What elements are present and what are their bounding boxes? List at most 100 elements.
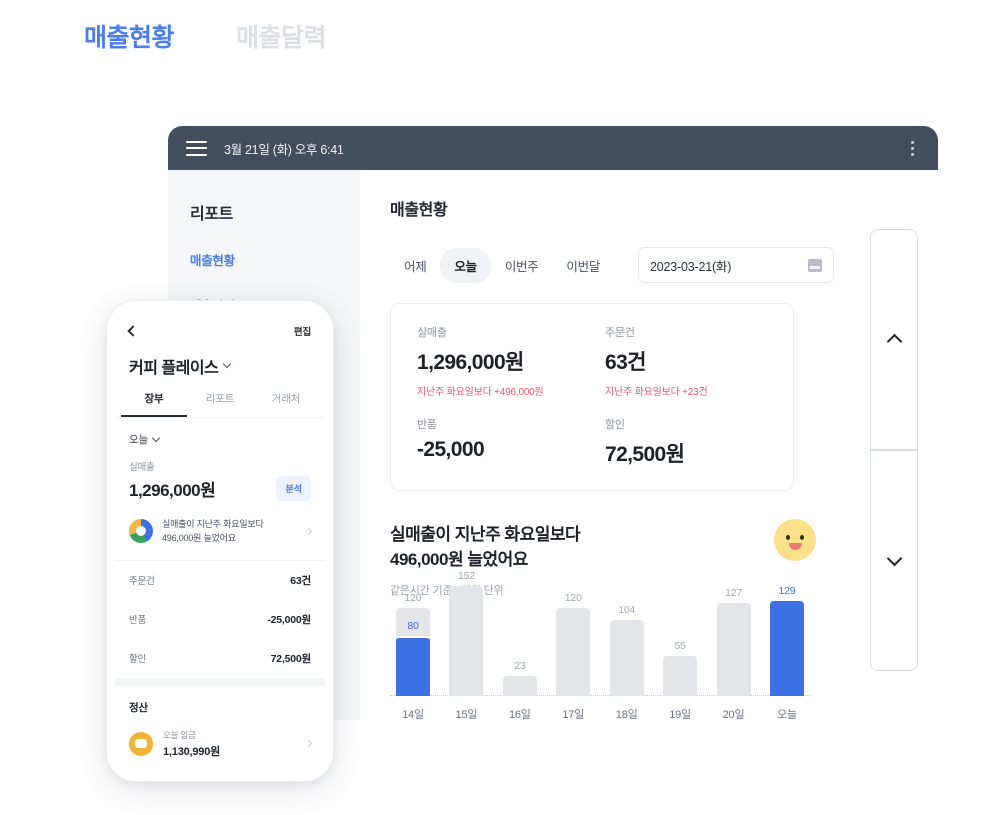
sidebar-item-sales-status[interactable]: 매출현황 <box>190 254 235 268</box>
smiling-face-icon <box>774 519 816 561</box>
window-header: 3월 21일 (화) 오후 6:41 <box>168 126 938 170</box>
chart-bar-overlay-label: 80 <box>407 620 419 632</box>
chevron-down-icon <box>886 550 902 567</box>
chart-bars: 120 80 152 23 <box>390 570 810 696</box>
filter-chip-today[interactable]: 오늘 <box>440 247 491 283</box>
chart-bar: 127 <box>716 587 751 696</box>
phone-row-label: 할인 <box>129 654 147 666</box>
top-tab-sales-calendar[interactable]: 매출달력 <box>236 24 327 52</box>
stat-label: 할인 <box>605 419 625 431</box>
phone-row-label: 반품 <box>129 615 147 627</box>
top-tab-bar: 매출현황 매출달력 <box>84 18 327 54</box>
chart-x-tick: 17일 <box>562 709 585 720</box>
chevron-up-icon <box>886 333 902 350</box>
phone-settlement-label: 오늘 입금 <box>163 729 196 740</box>
chart-x-tick: 19일 <box>669 709 691 720</box>
phone-insight-row[interactable]: 실매출이 지난주 화요일보다 496,000원 늘었어요 <box>115 501 325 561</box>
edit-button[interactable]: 편집 <box>293 327 311 338</box>
sidebar-title: 리포트 <box>190 206 233 223</box>
chart-x-tick: 15일 <box>455 709 478 720</box>
filter-chip-this-week[interactable]: 이번주 <box>504 259 539 274</box>
chevron-right-icon <box>304 740 313 748</box>
stat-value: 63건 <box>605 351 646 374</box>
analyze-badge-button[interactable]: 분석 <box>276 476 311 501</box>
window-datetime: 3월 21일 (화) 오후 6:41 <box>224 142 344 157</box>
calendar-icon[interactable] <box>808 258 823 272</box>
side-scroll-nav <box>870 229 918 671</box>
stat-value: 72,500원 <box>605 443 685 466</box>
chevron-right-icon <box>304 527 313 535</box>
phone-period-label: 오늘 <box>129 434 148 446</box>
insight-headline-line1: 실매출이 지난주 화요일보다 <box>390 525 581 544</box>
phone-row-value: 63건 <box>290 574 311 587</box>
phone-row-returns: 반품 -25,000원 <box>115 600 325 639</box>
back-chevron-icon[interactable] <box>127 325 139 337</box>
phone-tab-bar: 장부 리포트 거래처 <box>115 391 325 418</box>
phone-insight-line1: 실매출이 지난주 화요일보다 <box>162 519 264 529</box>
chart-bar-group[interactable]: 127 <box>716 578 751 696</box>
date-picker-input[interactable]: 2023-03-21(화) <box>638 247 835 283</box>
kebab-menu-icon[interactable] <box>904 139 920 157</box>
scroll-up-button[interactable] <box>870 229 918 450</box>
filter-chip-this-month[interactable]: 이번달 <box>566 259 601 274</box>
stats-card: 실매출 1,296,000원 지난주 화요일보다 +496,000원 주문건 6… <box>390 303 794 491</box>
chart-bar-label: 120 <box>564 592 582 604</box>
chart-bar-group[interactable]: 104 <box>609 578 644 696</box>
scroll-down-button[interactable] <box>870 450 918 671</box>
phone-period-selector[interactable]: 오늘 <box>115 418 325 447</box>
donut-chart-icon <box>129 519 153 544</box>
chart-bar-label: 104 <box>618 604 636 616</box>
chart-x-tick: 20일 <box>722 709 745 720</box>
stat-net-sales: 실매출 1,296,000원 지난주 화요일보다 +496,000원 <box>417 324 605 398</box>
coin-icon <box>129 731 153 756</box>
chart-bar-label: 120 <box>404 592 422 604</box>
stat-delta: 지난주 화요일보다 +496,000원 <box>417 387 544 398</box>
phone-sales-value: 1,296,000원 <box>129 481 216 500</box>
chart-x-tick: 14일 <box>402 709 424 720</box>
phone-settlement-texts: 오늘 입금 1,130,990원 <box>163 729 220 759</box>
chart-bar-group[interactable]: 129 <box>769 578 804 696</box>
chart-bar-label: 129 <box>778 585 796 597</box>
chevron-down-icon <box>151 433 161 442</box>
stat-label: 실매출 <box>417 327 447 339</box>
chart-bar-group[interactable]: 120 <box>556 578 591 696</box>
chart-bar-group[interactable]: 120 80 <box>396 578 430 696</box>
chevron-down-icon <box>223 359 232 369</box>
store-selector[interactable]: 커피 플레이스 <box>115 338 325 378</box>
chart-bar-group[interactable]: 152 <box>449 570 484 696</box>
page-title: 매출현황 <box>390 202 448 219</box>
chart-bar-label: 55 <box>674 640 686 652</box>
store-name: 커피 플레이스 <box>129 360 219 377</box>
chart-bar: 152 <box>449 570 484 696</box>
phone-topbar: 편집 <box>115 310 325 338</box>
phone-tab-report[interactable]: 리포트 <box>205 393 235 405</box>
chart-bar-label: 152 <box>457 570 475 582</box>
hamburger-icon[interactable] <box>186 140 207 156</box>
phone-mockup: 편집 커피 플레이스 장부 리포트 거래처 오늘 실매출 1,296,000원 … <box>106 300 334 782</box>
phone-settlement-row[interactable]: 오늘 입금 1,130,990원 <box>115 715 325 772</box>
stat-discount: 할인 72,500원 <box>605 416 793 468</box>
phone-sales-row: 1,296,000원 분석 <box>115 473 325 501</box>
insight-headline-line2: 496,000원 늘었어요 <box>390 549 528 569</box>
chart-bar: 104 <box>609 604 644 696</box>
chart-x-tick: 16일 <box>508 709 531 720</box>
chart-x-axis: 14일 15일 16일 17일 18일 19일 20일 오늘 <box>390 706 810 720</box>
filter-row: 어제 오늘 이번주 이번달 2023-03-21(화) <box>390 247 910 283</box>
stat-value: -25,000 <box>417 438 485 461</box>
phone-sales-label: 실매출 <box>129 462 155 473</box>
top-tab-sales-status[interactable]: 매출현황 <box>84 24 175 52</box>
phone-insight-text: 실매출이 지난주 화요일보다 496,000원 늘었어요 <box>162 517 264 546</box>
filter-chip-yesterday[interactable]: 어제 <box>404 259 427 274</box>
phone-row-value: 72,500원 <box>270 652 312 665</box>
phone-tab-clients[interactable]: 거래처 <box>271 393 301 405</box>
phone-screen: 편집 커피 플레이스 장부 리포트 거래처 오늘 실매출 1,296,000원 … <box>115 310 325 772</box>
chart-bar-group[interactable]: 23 <box>502 578 537 696</box>
chart-bar-label: 127 <box>725 587 742 599</box>
main-content: 매출현황 어제 오늘 이번주 이번달 2023-03-21(화) 실매출 1,2… <box>360 170 938 720</box>
chart-x-tick: 18일 <box>615 709 638 720</box>
stat-label: 반품 <box>417 419 437 431</box>
phone-row-discount: 할인 72,500원 <box>115 639 325 678</box>
chart-bar-group[interactable]: 55 <box>663 578 698 696</box>
phone-tab-ledger[interactable]: 장부 <box>121 391 187 417</box>
chart-bar-today: 129 <box>769 585 804 696</box>
